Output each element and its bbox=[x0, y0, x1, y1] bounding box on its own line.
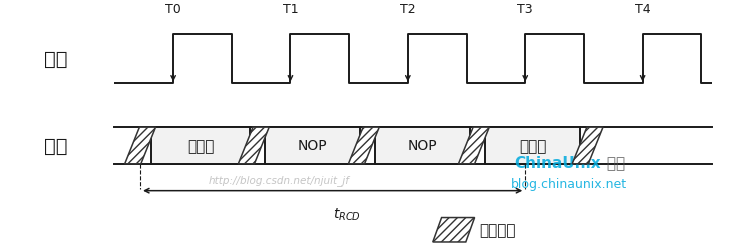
Text: T4: T4 bbox=[635, 3, 650, 16]
Text: 读或写: 读或写 bbox=[519, 138, 546, 153]
Polygon shape bbox=[572, 128, 603, 164]
Text: 行有效: 行有效 bbox=[187, 138, 215, 153]
Text: http://blog.csdn.net/njuit_jf: http://blog.csdn.net/njuit_jf bbox=[209, 174, 350, 186]
Text: 命令: 命令 bbox=[44, 136, 68, 155]
Polygon shape bbox=[433, 218, 475, 242]
FancyBboxPatch shape bbox=[151, 128, 250, 164]
Text: NOP: NOP bbox=[408, 139, 437, 153]
Text: blog.chinaunix.net: blog.chinaunix.net bbox=[511, 177, 627, 190]
Text: NOP: NOP bbox=[298, 139, 327, 153]
Polygon shape bbox=[459, 128, 490, 164]
Polygon shape bbox=[348, 128, 379, 164]
Text: T1: T1 bbox=[283, 3, 298, 16]
Polygon shape bbox=[125, 128, 156, 164]
FancyBboxPatch shape bbox=[375, 128, 470, 164]
Text: ChinaUnix: ChinaUnix bbox=[514, 156, 600, 170]
Text: 博客: 博客 bbox=[602, 156, 625, 170]
Text: T0: T0 bbox=[165, 3, 181, 16]
Text: 时锗: 时锗 bbox=[44, 50, 68, 69]
Polygon shape bbox=[238, 128, 269, 164]
Text: T2: T2 bbox=[400, 3, 416, 16]
Text: 不用关心: 不用关心 bbox=[479, 222, 515, 237]
FancyBboxPatch shape bbox=[265, 128, 360, 164]
FancyBboxPatch shape bbox=[485, 128, 580, 164]
Text: $t_{RCD}$: $t_{RCD}$ bbox=[333, 206, 362, 222]
Text: T3: T3 bbox=[517, 3, 533, 16]
